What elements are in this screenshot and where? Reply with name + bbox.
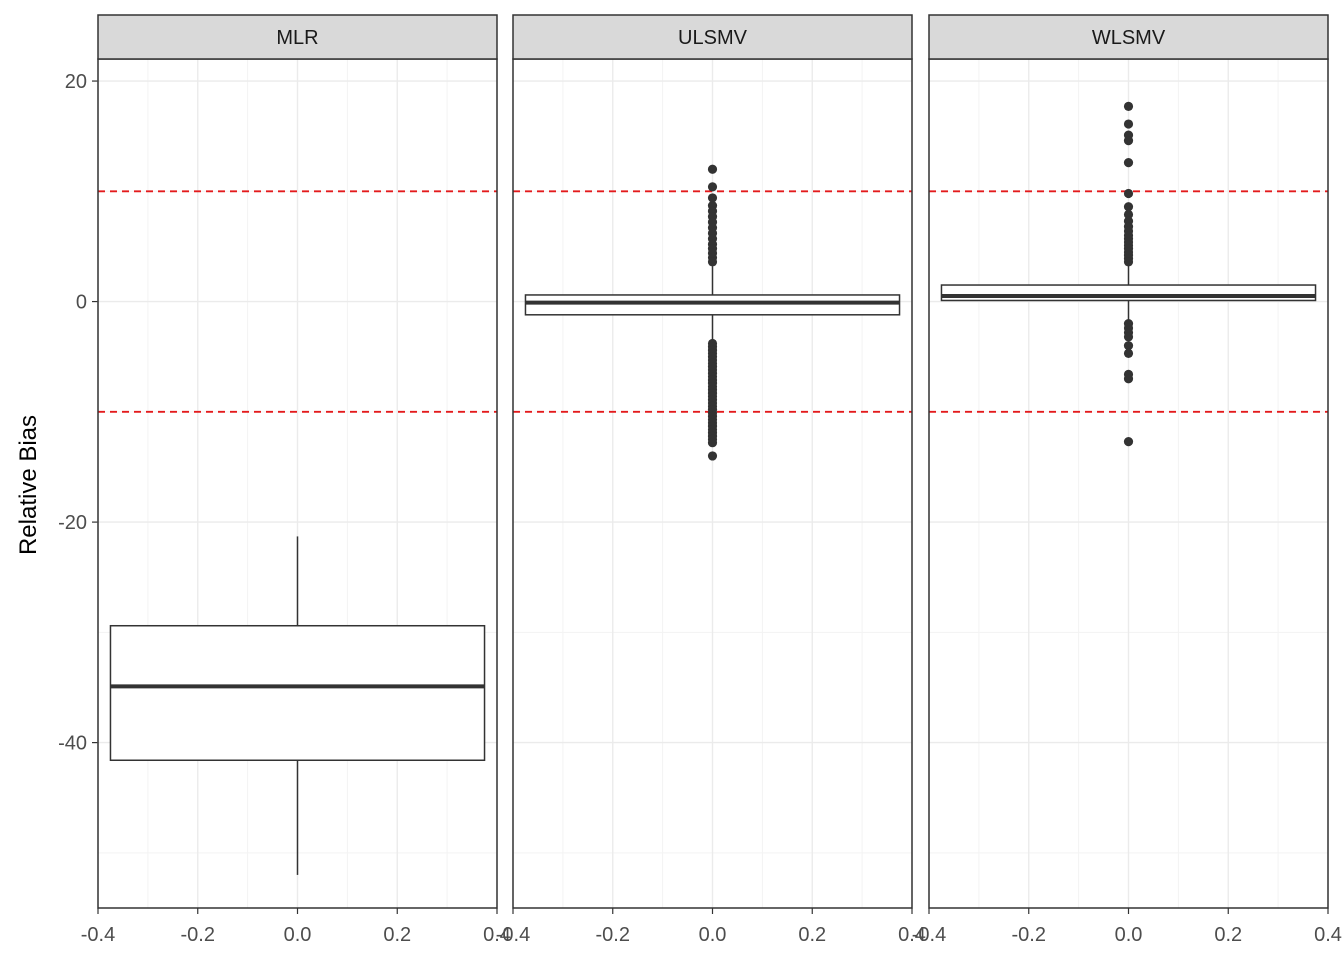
panel-mlr: MLR -0.4 -0.2 0.0 0.2 0.4 [81, 14, 511, 946]
x-tick-label: -0.2 [181, 924, 215, 946]
x-tick-label: -0.4 [81, 924, 115, 946]
outlier-point [707, 438, 718, 448]
facet-strip [97, 14, 498, 60]
outlier-point [707, 182, 718, 192]
outlier-point [1123, 348, 1134, 358]
outlier-point [1123, 158, 1134, 168]
outlier-point [1123, 437, 1134, 447]
panel-ulsmv: ULSMV -0.4 -0.2 0.0 0.2 0.4 [496, 14, 926, 946]
panels-layer: 20 0 -20 -40 MLR -0.4 -0.2 0.0 0.2 0.4 ULSMV -0.4 -0… [58, 14, 1342, 946]
x-tick-label: 0.0 [699, 924, 727, 946]
outlier-point [1123, 188, 1134, 199]
x-tick-label: 0.4 [483, 924, 511, 946]
x-tick-label: 0.4 [1314, 924, 1342, 946]
y-axis-title: Relative Bias [15, 415, 42, 555]
panel-wlsmv: WLSMV -0.4 -0.2 0.0 0.2 0.4 [912, 14, 1342, 946]
y-tick-label: -40 [58, 733, 87, 755]
outlier-point [1123, 202, 1134, 212]
outlier-point [707, 164, 718, 174]
x-tick-label: -0.2 [596, 924, 630, 946]
outlier-point [1123, 374, 1134, 384]
box [524, 294, 901, 316]
outlier-point [707, 451, 718, 461]
y-tick-label: 0 [76, 292, 87, 314]
facet-strip-label: ULSMV [678, 27, 748, 49]
x-tick-label: 0.2 [1214, 924, 1242, 946]
outlier-point [707, 257, 718, 267]
outlier-point [707, 193, 718, 203]
outlier-point [1123, 209, 1134, 220]
outlier-point [1123, 257, 1134, 267]
y-tick-label: -20 [58, 512, 87, 534]
x-tick-label: 0.0 [1115, 924, 1143, 946]
facet-strip-label: WLSMV [1092, 27, 1166, 49]
facet-strip [928, 14, 1329, 60]
box [940, 284, 1317, 302]
x-tick-label: 0.2 [798, 924, 826, 946]
x-tick-label: 0.2 [383, 924, 411, 946]
facet-strip [512, 14, 913, 60]
x-tick-label: 0.0 [284, 924, 312, 946]
y-tick-label: 20 [65, 71, 87, 93]
x-tick-label: -0.2 [1012, 924, 1046, 946]
box [109, 624, 486, 762]
outlier-point [1123, 101, 1134, 112]
x-tick-label: -0.4 [912, 924, 946, 946]
x-tick-label: 0.4 [898, 924, 926, 946]
outlier-point [1123, 119, 1134, 129]
outlier-point [1123, 341, 1134, 351]
outlier-point [1123, 332, 1134, 342]
facet-strip-label: MLR [276, 27, 318, 49]
outlier-point [1123, 135, 1134, 146]
x-tick-label: -0.4 [496, 924, 530, 946]
